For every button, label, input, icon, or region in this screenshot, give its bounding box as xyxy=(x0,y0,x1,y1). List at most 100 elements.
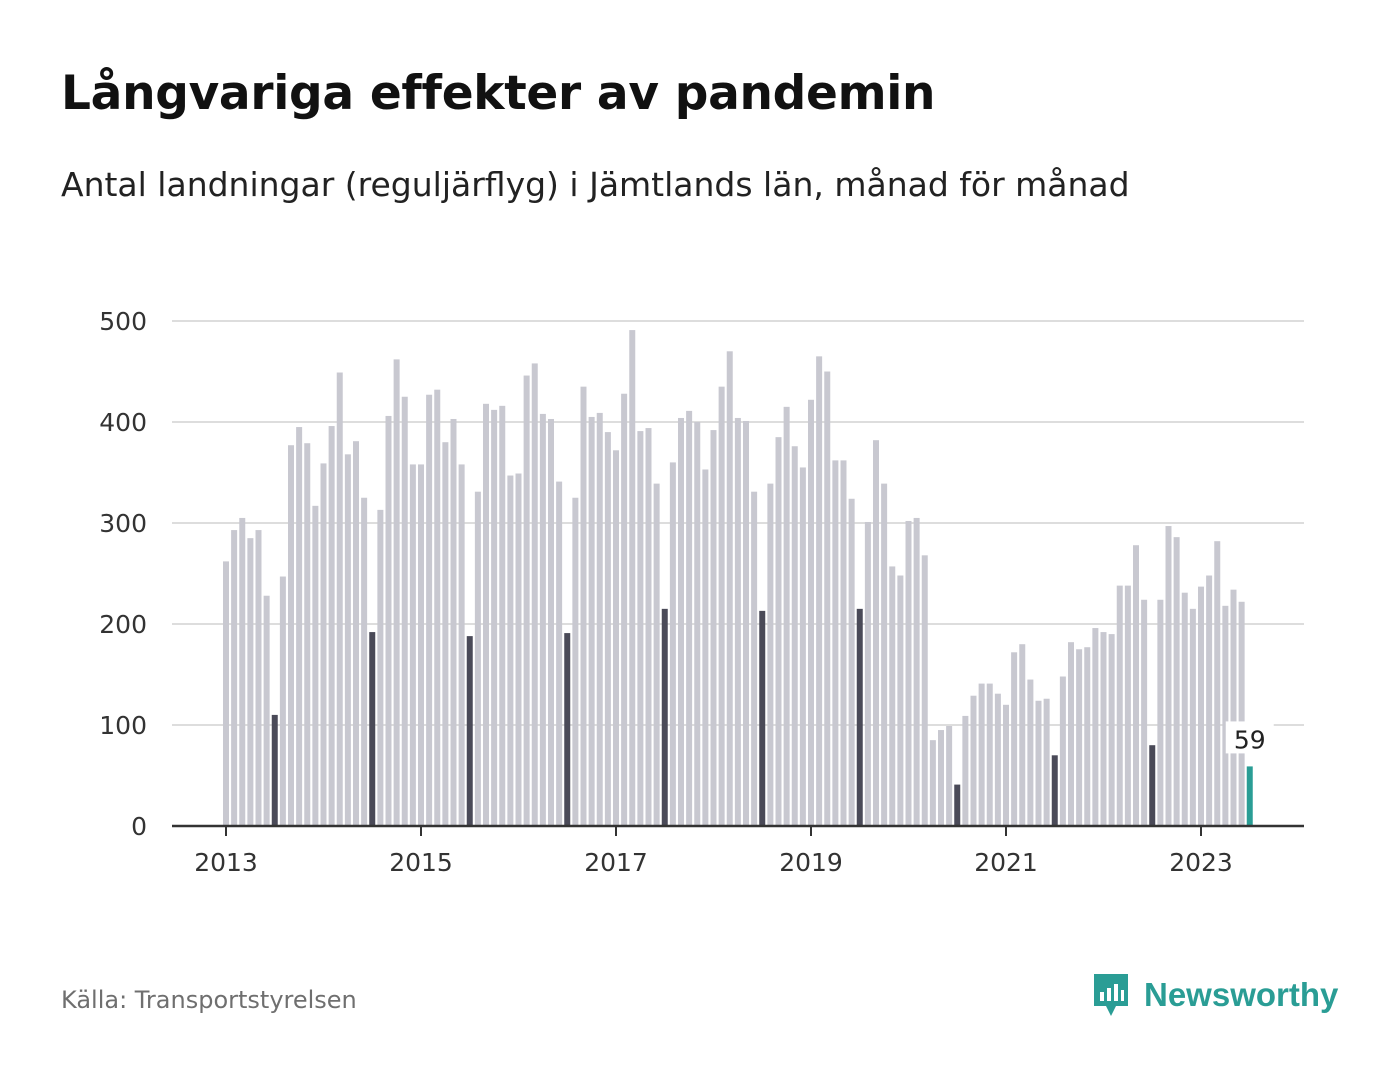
bar xyxy=(629,330,636,826)
y-tick-label: 300 xyxy=(99,509,147,538)
bar xyxy=(840,460,847,826)
bar xyxy=(856,608,863,826)
bar xyxy=(962,715,969,826)
bar xyxy=(1043,698,1050,826)
bar xyxy=(881,483,888,826)
bar xyxy=(686,410,693,826)
bar xyxy=(434,389,441,826)
bar xyxy=(1092,628,1099,826)
bar xyxy=(523,375,530,826)
bar xyxy=(588,416,595,826)
bar xyxy=(873,440,879,826)
bar xyxy=(661,608,668,826)
bar xyxy=(913,517,920,826)
bar xyxy=(304,443,311,826)
y-tick-label: 100 xyxy=(99,711,147,740)
bar xyxy=(824,371,831,826)
bar xyxy=(548,418,554,826)
bar xyxy=(255,530,262,826)
bar xyxy=(905,520,912,826)
bar xyxy=(751,491,758,826)
bar xyxy=(946,726,953,826)
bar xyxy=(970,695,977,826)
bar xyxy=(279,576,286,826)
bar xyxy=(832,460,839,826)
bar xyxy=(564,633,571,826)
bar xyxy=(1189,608,1196,826)
source-note: Källa: Transportstyrelsen xyxy=(61,986,357,1014)
bar xyxy=(864,521,871,826)
bar xyxy=(718,386,725,826)
bar xyxy=(808,399,814,826)
bar xyxy=(767,483,774,826)
bar xyxy=(1214,541,1221,826)
chart-subtitle: Antal landningar (reguljärflyg) i Jämtla… xyxy=(61,165,1130,204)
x-tick-label: 2023 xyxy=(1169,848,1233,877)
bar xyxy=(239,517,246,826)
bar xyxy=(288,445,294,826)
bar xyxy=(726,351,733,826)
bar xyxy=(1230,589,1237,826)
bar xyxy=(1173,537,1180,826)
bar xyxy=(759,610,766,826)
bar xyxy=(1133,545,1139,826)
bar xyxy=(1116,585,1123,826)
bar xyxy=(775,437,782,826)
x-tick-label: 2015 xyxy=(389,848,453,877)
chart-title: Långvariga effekter av pandemin xyxy=(61,66,936,121)
bar xyxy=(1059,676,1066,826)
bar xyxy=(1011,652,1018,826)
bar xyxy=(393,359,400,826)
bar xyxy=(580,386,587,826)
x-tick-label: 2013 xyxy=(194,848,258,877)
bar xyxy=(1149,745,1156,826)
bar xyxy=(954,784,961,826)
bar xyxy=(458,464,465,826)
bar xyxy=(1084,647,1091,826)
bar xyxy=(986,683,993,826)
bar xyxy=(1206,575,1213,826)
newsworthy-logo: Newsworthy xyxy=(1090,970,1338,1020)
bar xyxy=(1108,634,1115,826)
bar xyxy=(426,394,433,826)
bar xyxy=(1198,586,1204,826)
bar xyxy=(734,417,741,826)
bar xyxy=(344,454,351,826)
bar xyxy=(938,730,944,826)
bar xyxy=(450,418,457,826)
bar xyxy=(320,463,327,826)
bar xyxy=(613,450,619,826)
bar xyxy=(401,396,408,826)
bar xyxy=(1100,632,1107,826)
bar xyxy=(1141,599,1148,826)
bar xyxy=(694,422,701,826)
bar xyxy=(556,481,563,826)
y-tick-label: 200 xyxy=(99,610,147,639)
bar xyxy=(1181,592,1188,826)
bar xyxy=(409,464,416,826)
bar xyxy=(1238,601,1245,826)
bar xyxy=(1035,700,1042,826)
bar-chart: 0 100 200 300 400 500 59 2013 2015 2017 2019 2021 20… xyxy=(99,307,1304,877)
bar xyxy=(353,441,359,826)
bar xyxy=(897,575,904,826)
bar xyxy=(678,417,684,826)
bar xyxy=(848,498,855,826)
bar xyxy=(1068,642,1074,826)
bar xyxy=(247,538,254,826)
bar xyxy=(596,412,603,826)
bar xyxy=(637,431,644,826)
bar xyxy=(328,426,335,826)
bar xyxy=(263,595,270,826)
bar xyxy=(791,446,798,826)
x-tick-label: 2021 xyxy=(974,848,1038,877)
newsworthy-logo-icon xyxy=(1094,974,1128,1016)
y-tick-label: 0 xyxy=(131,812,147,841)
bar xyxy=(1027,679,1034,826)
bar xyxy=(483,403,489,826)
bar xyxy=(312,505,319,826)
bar xyxy=(816,356,823,826)
bar xyxy=(645,428,652,826)
bar xyxy=(539,413,546,826)
x-tick-label: 2017 xyxy=(584,848,648,877)
